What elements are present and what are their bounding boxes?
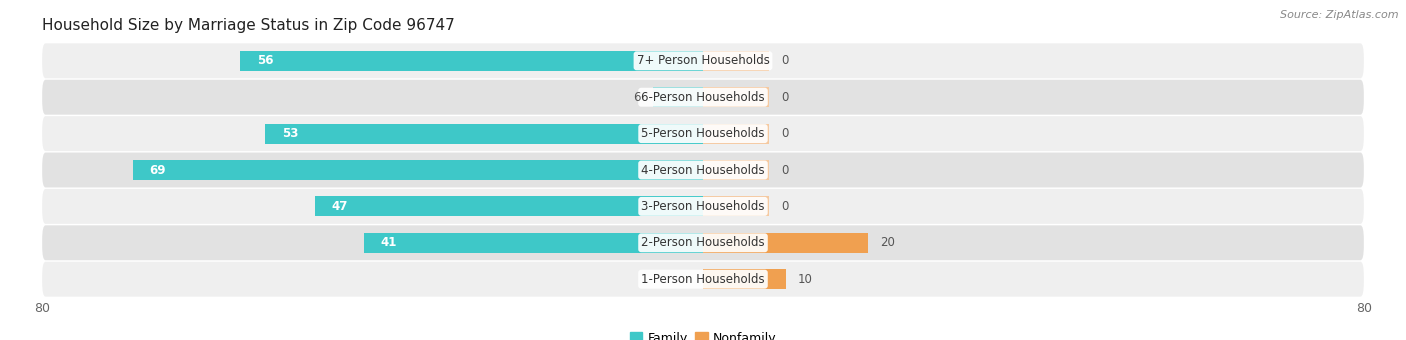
Text: 6-Person Households: 6-Person Households [641, 91, 765, 104]
Text: 56: 56 [257, 54, 273, 67]
FancyBboxPatch shape [42, 80, 1364, 115]
Text: 0: 0 [782, 127, 789, 140]
Text: 0: 0 [782, 200, 789, 213]
Text: Household Size by Marriage Status in Zip Code 96747: Household Size by Marriage Status in Zip… [42, 18, 456, 33]
FancyBboxPatch shape [42, 189, 1364, 224]
Text: Source: ZipAtlas.com: Source: ZipAtlas.com [1281, 10, 1399, 20]
Bar [703, 233, 868, 253]
Text: 20: 20 [880, 236, 896, 249]
Bar [703, 269, 786, 289]
Text: 69: 69 [149, 164, 166, 176]
Text: 41: 41 [381, 236, 398, 249]
Bar [134, 160, 703, 180]
FancyBboxPatch shape [42, 116, 1364, 151]
Text: 0: 0 [782, 164, 789, 176]
Bar [240, 51, 703, 71]
Text: 47: 47 [332, 200, 347, 213]
Text: 3-Person Households: 3-Person Households [641, 200, 765, 213]
Legend: Family, Nonfamily: Family, Nonfamily [624, 327, 782, 340]
Bar [703, 160, 769, 180]
Text: 6: 6 [634, 91, 641, 104]
Bar [703, 51, 769, 71]
FancyBboxPatch shape [42, 262, 1364, 297]
Text: 5-Person Households: 5-Person Households [641, 127, 765, 140]
Text: 10: 10 [799, 273, 813, 286]
Text: 7+ Person Households: 7+ Person Households [637, 54, 769, 67]
Bar [315, 197, 703, 216]
FancyBboxPatch shape [42, 43, 1364, 78]
FancyBboxPatch shape [42, 225, 1364, 260]
Bar [703, 124, 769, 143]
Text: 2-Person Households: 2-Person Households [641, 236, 765, 249]
Bar [703, 87, 769, 107]
Bar [654, 87, 703, 107]
Text: 0: 0 [782, 54, 789, 67]
Bar [703, 197, 769, 216]
Text: 0: 0 [782, 91, 789, 104]
Bar [266, 124, 703, 143]
Text: 53: 53 [281, 127, 298, 140]
Bar [364, 233, 703, 253]
Text: 1-Person Households: 1-Person Households [641, 273, 765, 286]
Text: 4-Person Households: 4-Person Households [641, 164, 765, 176]
FancyBboxPatch shape [42, 153, 1364, 187]
